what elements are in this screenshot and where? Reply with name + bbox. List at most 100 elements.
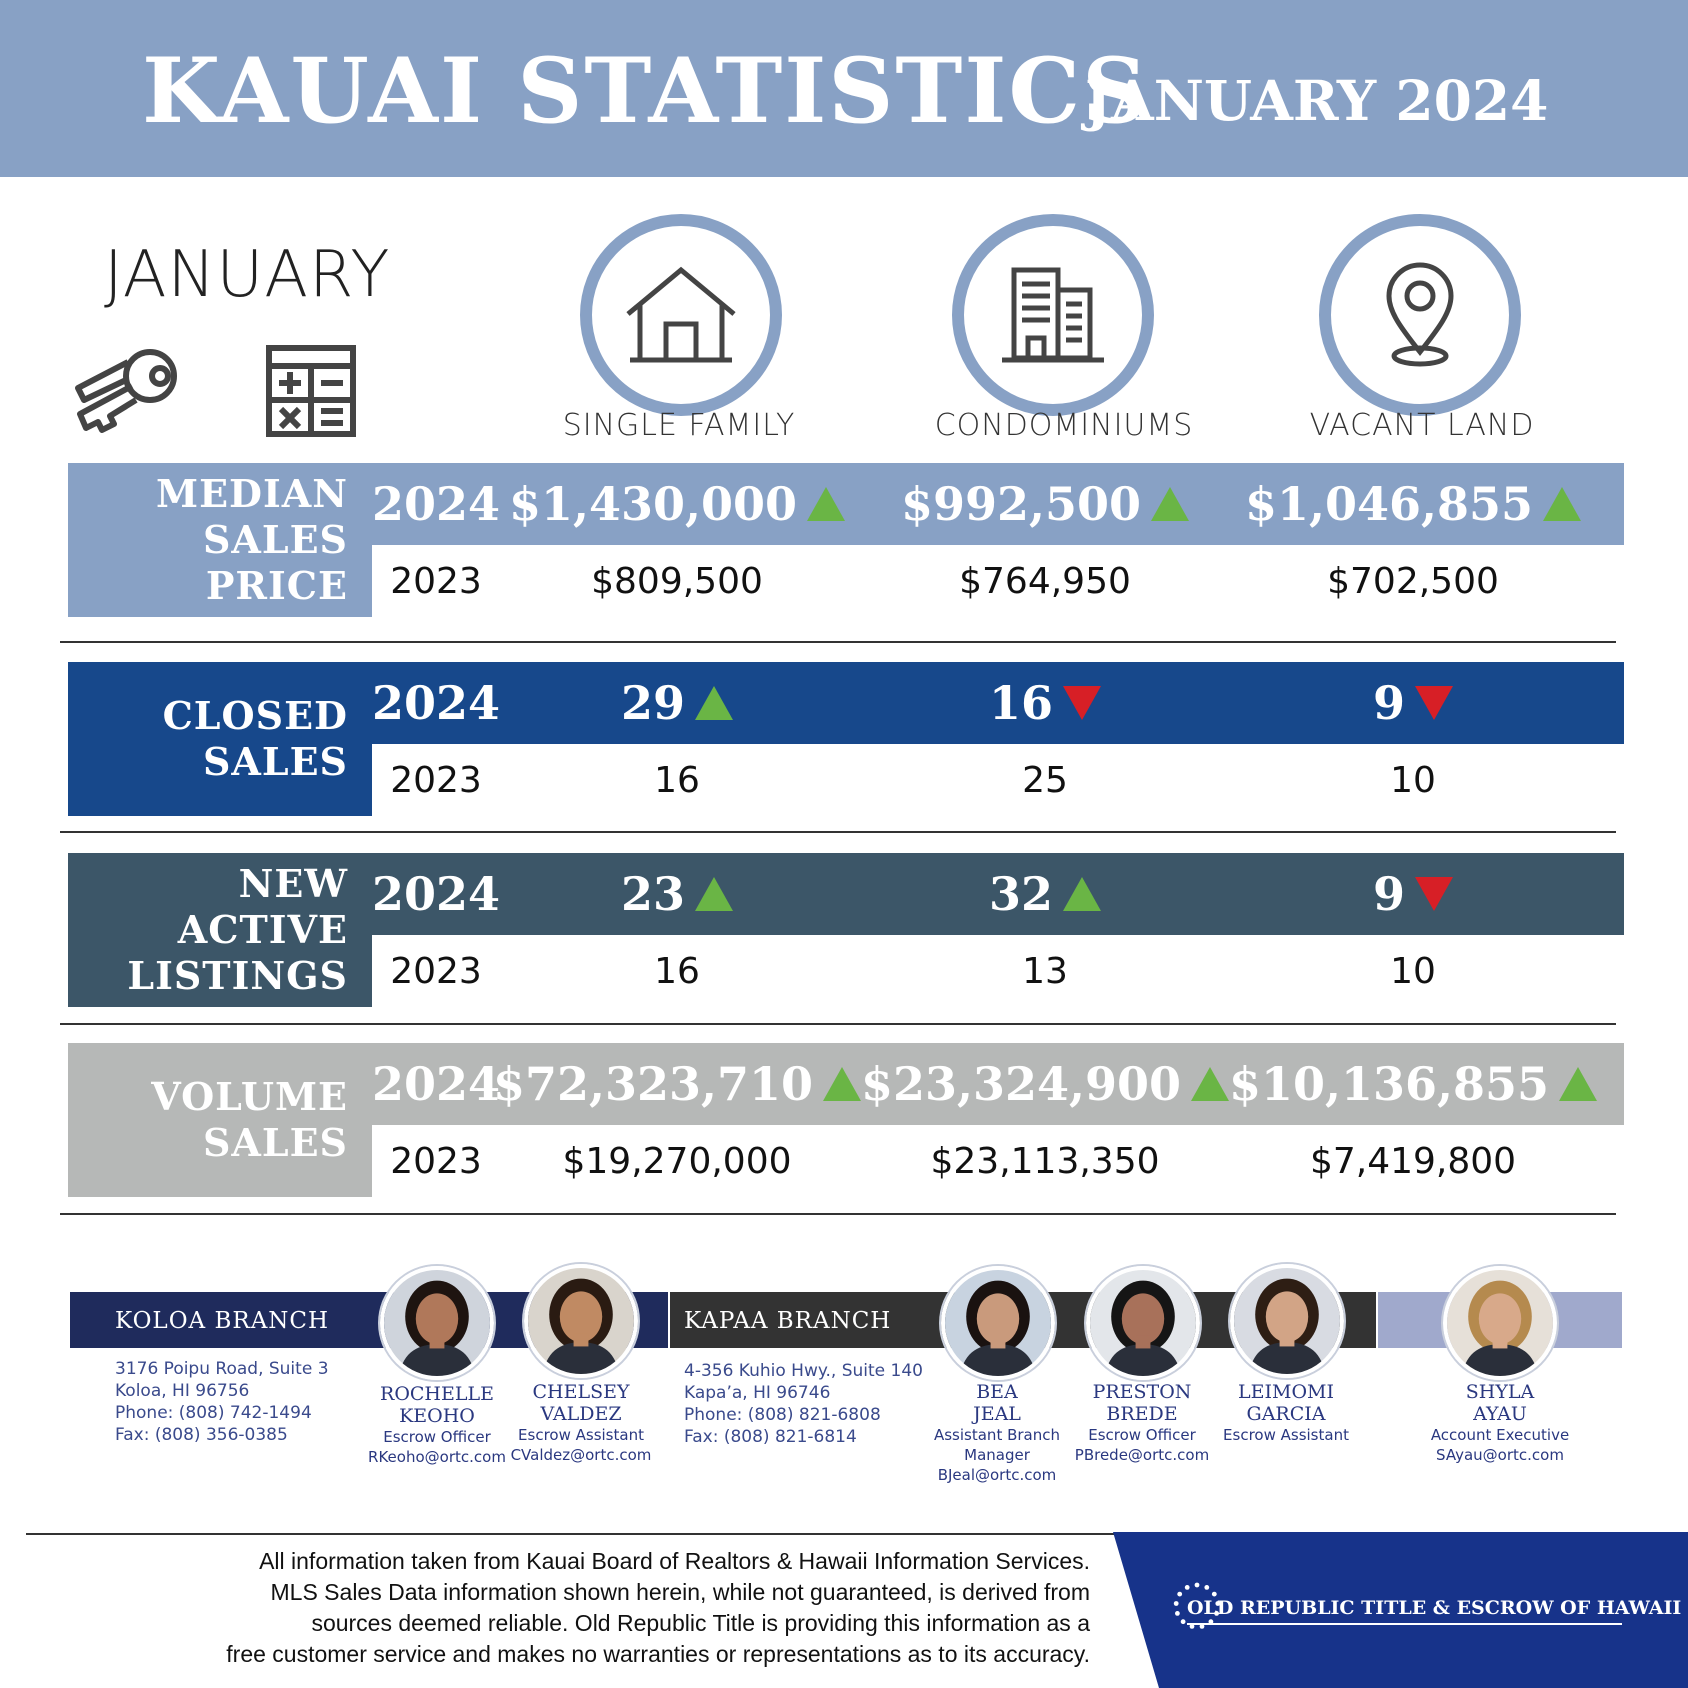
prior-year-row: 2023 16 13 10 <box>372 935 1624 1007</box>
prior-value-condominiums: $764,950 <box>861 545 1229 617</box>
footer-divider <box>26 1533 1126 1535</box>
value-text: $23,324,900 <box>860 1057 1182 1111</box>
person-email[interactable]: BJeal@ortc.com <box>937 1466 1057 1484</box>
current-value-condominiums: $23,324,900 <box>860 1043 1230 1125</box>
vacant-land-circle <box>1319 214 1521 416</box>
prior-value-single-family: $19,270,000 <box>493 1125 861 1197</box>
condominiums-circle <box>952 214 1154 416</box>
person-email[interactable]: RKeoho@ortc.com <box>368 1448 506 1466</box>
value-text: $10,136,855 <box>1228 1057 1550 1111</box>
value-text: 10 <box>1390 950 1436 992</box>
brand-underline <box>1187 1623 1622 1625</box>
header-banner: KAUAI STATISTICS JANUARY 2024 <box>0 0 1688 177</box>
prior-value-condominiums: 25 <box>861 744 1229 816</box>
person-email[interactable]: CValdez@ortc.com <box>510 1446 652 1464</box>
prior-year-row: 2023 $809,500 $764,950 $702,500 <box>372 545 1624 617</box>
current-value-single-family: 23 <box>493 853 861 935</box>
portrait-icon <box>1234 1268 1340 1374</box>
trend-up-icon <box>695 877 733 911</box>
value-text: 10 <box>1390 759 1436 801</box>
star-ring-icon <box>1173 1582 1221 1629</box>
person-email[interactable]: PBrede@ortc.com <box>1074 1446 1210 1464</box>
person-avatar <box>380 1266 494 1380</box>
category-label-condominiums: CONDOMINIUMS <box>934 408 1194 443</box>
person-name: CHELSEY <box>532 1381 630 1403</box>
person-avatar <box>1230 1264 1344 1378</box>
prior-year-row: 2023 16 25 10 <box>372 744 1624 816</box>
person-info: CHELSEY VALDEZ Escrow Assistant CValdez@ort… <box>496 1381 666 1465</box>
current-value-vacant-land: 9 <box>1229 853 1597 935</box>
person-email[interactable]: SAyau@ortc.com <box>1436 1446 1564 1464</box>
person-info: PRESTON BREDE Escrow Officer PBrede@ortc.co… <box>1057 1381 1227 1465</box>
stat-label: NEW ACTIVE LISTINGS <box>127 861 348 998</box>
person-avatar <box>524 1264 638 1378</box>
section-divider <box>60 831 1616 833</box>
stat-label: CLOSED SALES <box>162 693 348 784</box>
value-text: 16 <box>654 950 700 992</box>
trend-down-icon <box>1415 686 1453 720</box>
prior-value-condominiums: 13 <box>861 935 1229 1007</box>
trend-up-icon <box>1559 1067 1598 1101</box>
kapaa-branch-address: 4-356 Kuhio Hwy., Suite 140 Kapa’a, HI 9… <box>684 1361 923 1447</box>
person-name: LEIMOMI <box>1238 1381 1334 1403</box>
current-value-single-family: $72,323,710 <box>493 1043 862 1125</box>
stat-label-panel: MEDIAN SALES PRICE <box>68 463 372 617</box>
value-text: 16 <box>654 759 700 801</box>
person-info: ROCHELLE KEOHO Escrow Officer RKeoho@ortc.c… <box>352 1383 522 1467</box>
current-value-vacant-land: 9 <box>1229 662 1597 744</box>
portrait-icon <box>1090 1270 1196 1376</box>
year-label: 2023 <box>390 950 482 992</box>
year-label: 2023 <box>390 560 482 602</box>
current-value-single-family: 29 <box>493 662 861 744</box>
year-label: 2024 <box>372 477 501 531</box>
value-text: $19,270,000 <box>562 1140 792 1182</box>
trend-down-icon <box>1063 686 1101 720</box>
trend-up-icon <box>1063 877 1101 911</box>
koloa-branch-name: KOLOA BRANCH <box>115 1308 330 1334</box>
person-name: AYAU <box>1473 1403 1527 1425</box>
person-name: KEOHO <box>399 1405 475 1427</box>
year-label: 2024 <box>372 867 501 921</box>
person-name: SHYLA <box>1465 1381 1535 1403</box>
section-divider <box>60 641 1616 643</box>
stat-label-panel: CLOSED SALES <box>68 662 372 816</box>
house-icon <box>626 266 736 363</box>
person-name: BEA <box>976 1381 1018 1403</box>
brand-name: OLD REPUBLIC TITLE & ESCROW OF HAWAII <box>1187 1597 1682 1619</box>
person-role: Account Executive <box>1430 1426 1570 1444</box>
trend-up-icon <box>695 686 733 720</box>
trend-up-icon <box>1151 487 1190 521</box>
person-info: SHYLA AYAU Account Executive SAyau@ortc.com <box>1415 1381 1585 1465</box>
value-text: $1,430,000 <box>508 477 798 531</box>
closed-sales-block: CLOSED SALES 2024 29 16 9 2023 16 25 10 <box>68 662 1624 816</box>
value-text: 23 <box>620 867 685 921</box>
person-avatar <box>941 1266 1055 1380</box>
person-avatar <box>1443 1266 1557 1380</box>
value-text: $992,500 <box>900 477 1142 531</box>
koloa-branch-address: 3176 Poipu Road, Suite 3 Koloa, HI 96756… <box>115 1359 329 1445</box>
trend-up-icon <box>1543 487 1582 521</box>
portrait-icon <box>1447 1270 1553 1376</box>
prior-year-row: 2023 $19,270,000 $23,113,350 $7,419,800 <box>372 1125 1624 1197</box>
prior-value-single-family: 16 <box>493 744 861 816</box>
single-family-circle <box>580 214 782 416</box>
prior-value-vacant-land: $702,500 <box>1229 545 1597 617</box>
page-title: KAUAI STATISTICS <box>142 38 1150 144</box>
person-role: Assistant Branch <box>933 1426 1060 1444</box>
value-text: 25 <box>1022 759 1068 801</box>
stat-label: MEDIAN SALES PRICE <box>156 471 348 608</box>
person-role: Manager <box>964 1446 1030 1464</box>
current-year-row: 2024 29 16 9 <box>372 662 1624 744</box>
value-text: 16 <box>988 676 1053 730</box>
prior-value-vacant-land: $7,419,800 <box>1229 1125 1597 1197</box>
current-value-condominiums: 32 <box>861 853 1229 935</box>
disclaimer-text: All information taken from Kauai Board o… <box>226 1548 1090 1667</box>
stat-current-band <box>372 463 1624 545</box>
brand-panel <box>1113 1532 1688 1688</box>
person-role: Escrow Assistant <box>518 1426 644 1444</box>
value-text: $764,950 <box>959 560 1131 602</box>
prior-value-condominiums: $23,113,350 <box>861 1125 1229 1197</box>
category-label-vacant-land: VACANT LAND <box>1309 408 1535 443</box>
section-divider <box>60 1023 1616 1025</box>
current-year-row: 2024 23 32 9 <box>372 853 1624 935</box>
